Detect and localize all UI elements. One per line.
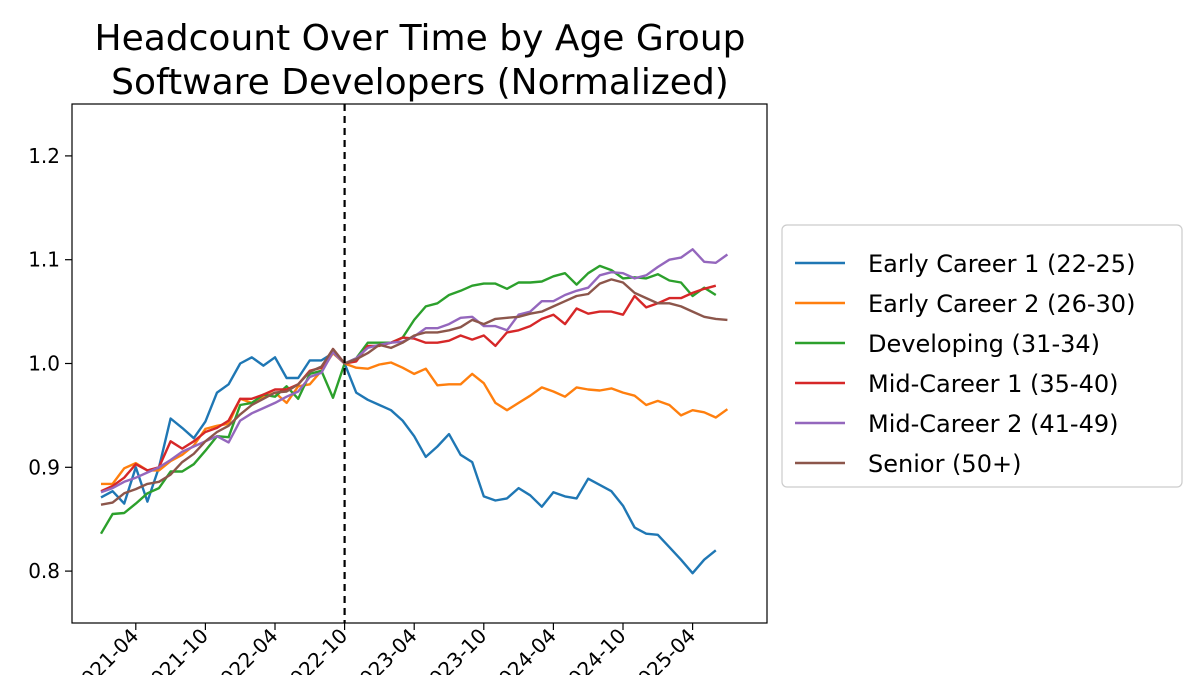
series-lines <box>99 248 729 575</box>
x-tick-label: 2021-10 <box>137 624 213 675</box>
y-tick-label: 1.2 <box>28 144 60 168</box>
y-tick-label: 0.8 <box>28 559 60 583</box>
chart-title-line-2: Software Developers (Normalized) <box>111 62 729 103</box>
x-tick-label: 2023-04 <box>346 624 422 675</box>
legend-label: Early Career 1 (22-25) <box>868 250 1135 278</box>
legend-label: Developing (31-34) <box>868 330 1100 358</box>
y-tick-label: 1.1 <box>28 248 60 272</box>
series-line-1 <box>101 351 729 486</box>
legend-label: Mid-Career 2 (41-49) <box>868 410 1118 438</box>
series-line-5 <box>100 278 728 506</box>
legend-label: Early Career 2 (26-30) <box>868 290 1135 318</box>
x-axis: 2021-042021-102022-042022-102023-042023-… <box>67 623 700 675</box>
legend-label: Mid-Career 1 (35-40) <box>868 370 1118 398</box>
y-axis: 0.8 0.9 1.0 1.1 1.2 <box>28 144 72 583</box>
x-tick-label: 2024-10 <box>554 624 630 675</box>
plot-area <box>71 103 768 624</box>
x-tick-label: 2022-10 <box>276 624 352 675</box>
chart-title-line-1: Headcount Over Time by Age Group <box>95 18 746 59</box>
legend: Early Career 1 (22-25) Early Career 2 (26… <box>781 224 1183 488</box>
series-line-4 <box>100 248 729 494</box>
x-tick-label: 2023-10 <box>415 624 491 675</box>
series-line-3 <box>100 284 717 493</box>
series-line-2 <box>99 264 717 535</box>
legend-label: Senior (50+) <box>868 450 1021 478</box>
x-tick-label: 2024-04 <box>485 624 561 675</box>
x-tick-label: 2021-04 <box>67 624 143 675</box>
y-tick-label: 1.0 <box>28 352 60 376</box>
legend-frame <box>781 224 1183 488</box>
series-line-0 <box>100 351 717 575</box>
x-tick-label: 2022-04 <box>206 624 282 675</box>
y-tick-label: 0.9 <box>28 455 60 479</box>
x-tick-label: 2025-04 <box>624 624 700 675</box>
